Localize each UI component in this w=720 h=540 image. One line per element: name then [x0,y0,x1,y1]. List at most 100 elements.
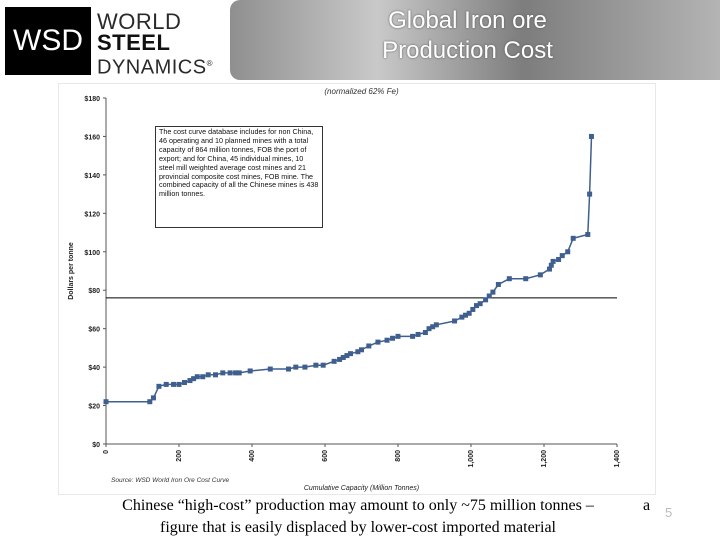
data-point [233,370,239,376]
data-point [506,276,512,282]
y-tick-label: $80 [88,288,100,295]
data-point [390,335,396,341]
x-tick-label: 800 [395,450,402,462]
data-point [495,281,501,287]
slide-title: Global Iron ore Production Cost [230,6,705,66]
data-point [355,349,361,355]
data-point [433,322,439,328]
data-point [430,324,436,330]
data-point [171,381,177,387]
x-axis-label: Cumulative Capacity (Million Tonnes) [304,485,419,492]
data-point [470,306,476,312]
chart-source-note: Source: WSD World Iron Ore Cost Curve [111,477,229,484]
caption-line-2: figure that is easily displaced by lower… [160,519,556,536]
data-point [293,364,299,370]
data-point [523,276,529,282]
data-point [163,381,169,387]
y-tick-label: $60 [88,327,100,334]
y-tick-label: $0 [92,442,100,449]
data-point [331,358,337,364]
data-point [348,351,354,357]
data-point [375,339,381,345]
y-tick-label: $160 [84,134,100,141]
data-point [463,312,469,318]
x-tick-label: 1,400 [614,450,621,468]
data-point [426,326,432,332]
data-point [320,362,326,368]
data-point [147,399,153,405]
data-point [366,343,372,349]
logo-word-dynamics: DYNAMICS® [97,53,213,79]
logo-mark: WSD [5,7,91,75]
data-point [103,399,109,405]
data-point [200,374,206,380]
y-axis-label: Dollars per tonne [68,242,75,300]
data-point [384,337,390,343]
x-tick-label: 400 [249,450,256,462]
data-point [466,310,472,316]
data-point [191,376,197,382]
logo-word-steel: STEEL [97,30,171,55]
data-point [490,289,496,295]
chart-svg: (normalized 62% Fe) $0 $20 $40 $60 $80 $100 $12… [68,87,621,492]
data-point [344,353,350,359]
slide-number: 5 [665,505,673,520]
cost-curve-chart: (normalized 62% Fe) $0 $20 $40 $60 $80 $100 $12… [58,83,656,495]
data-point [267,366,273,372]
data-point [459,314,465,320]
data-point [247,368,253,374]
data-point [313,362,319,368]
y-tick-label: $140 [84,173,100,180]
data-point [422,330,428,336]
data-point [556,256,562,262]
slide-caption: Chinese “high-cost” production may amoun… [56,495,660,539]
x-tick-label: 600 [322,450,329,462]
data-point [205,372,211,378]
data-point [337,356,343,362]
x-tick-label: 1,200 [541,450,548,468]
data-point [559,253,565,259]
data-point [187,378,193,384]
data-point [286,366,291,372]
data-point [452,318,458,324]
data-point [359,347,364,353]
data-point [570,235,576,241]
chart-title: (normalized 62% Fe) [324,87,399,96]
data-point [194,374,200,380]
data-point [340,355,346,360]
data-point [565,249,571,255]
company-logo: WSD WORLD STEEL DYNAMICS® [5,7,225,78]
caption-trailing-word: a [643,497,651,514]
data-point [546,266,552,272]
x-tick-label: 200 [176,450,183,462]
data-point [415,331,421,337]
y-tick-label: $120 [84,211,100,218]
data-point [550,258,556,264]
data-point [486,293,492,299]
slide-title-line-2: Production Cost [382,37,553,64]
data-point [473,303,479,309]
data-point [585,231,591,237]
data-point [150,395,156,401]
title-banner [230,0,720,80]
x-tick-label: 1,000 [468,450,475,468]
caption-line-1: Chinese “high-cost” production may amoun… [122,497,594,514]
y-tick-label: $40 [88,365,100,372]
data-point [410,333,416,339]
data-point [176,381,182,387]
data-point [477,301,483,307]
data-point [588,133,594,139]
data-point [483,297,489,303]
y-tick-label: $20 [88,404,100,411]
data-point [587,191,593,197]
data-point [548,262,554,268]
data-point [537,272,543,278]
trademark-symbol: ® [206,59,213,68]
chart-annotation-box: The cost curve database includes for non… [155,126,323,228]
data-point [395,333,401,339]
y-tick-label: $100 [84,250,100,257]
x-tick-label: 0 [103,450,110,454]
logo-word-world: WORLD [97,9,182,34]
logo-wordmark: WORLD STEEL DYNAMICS® [97,11,213,79]
data-point [181,379,187,385]
